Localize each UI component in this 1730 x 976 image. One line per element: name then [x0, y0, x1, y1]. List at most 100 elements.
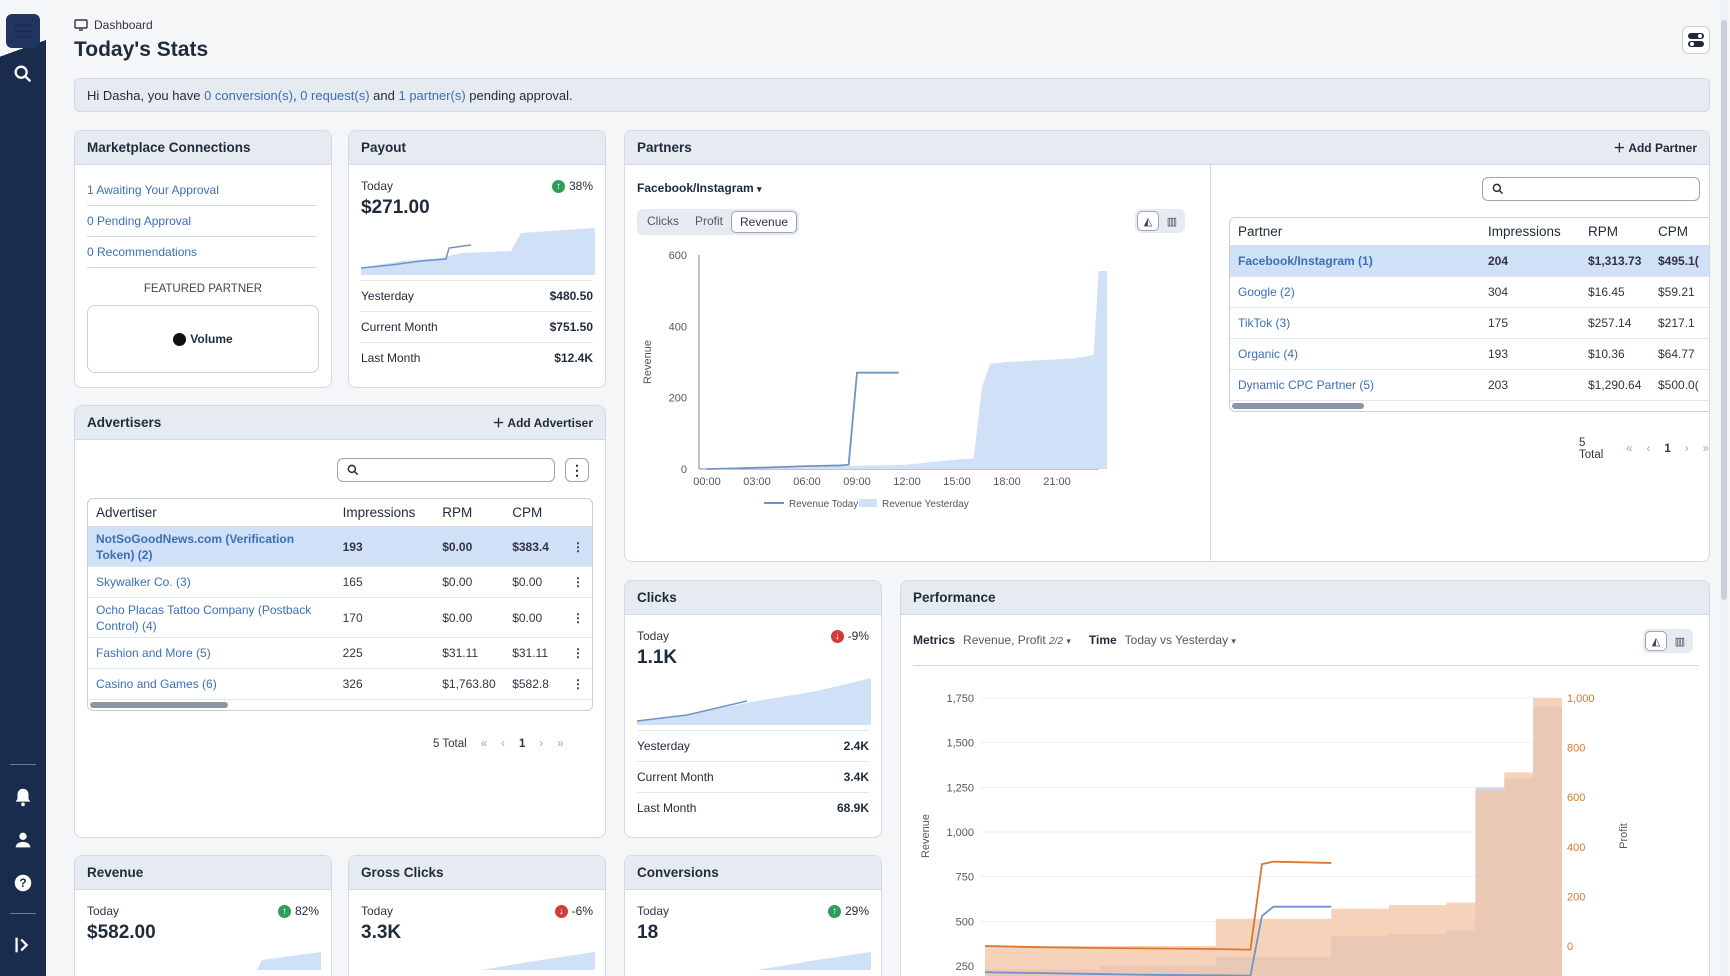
column-header[interactable]: CPM: [504, 499, 564, 527]
bell-icon: [15, 788, 31, 807]
scroll-thumb[interactable]: [1721, 20, 1727, 600]
metrics-dropdown[interactable]: Revenue, Profit 2/2 ▾: [963, 633, 1071, 647]
trend-badge: ↓ -6%: [554, 904, 593, 918]
notifications-button[interactable]: [6, 780, 40, 814]
scroll-thumb[interactable]: [90, 702, 228, 708]
row-menu-button[interactable]: ⋮: [563, 637, 592, 669]
cell-name[interactable]: Organic (4): [1230, 338, 1480, 370]
requests-link[interactable]: 0 request(s): [300, 88, 370, 103]
advertisers-table-body: NotSoGoodNews.com (Verification Token) (…: [88, 526, 592, 700]
cell-cpm: $500.0(: [1650, 369, 1709, 401]
row-menu-button[interactable]: ⋮: [563, 526, 592, 567]
card-title: Partners: [637, 140, 692, 155]
pending-approval-link[interactable]: 0 Pending Approval: [87, 206, 317, 237]
last-page-button[interactable]: »: [1702, 443, 1709, 455]
cell-name[interactable]: Fashion and More (5): [88, 637, 335, 669]
awaiting-approval-link[interactable]: 1 Awaiting Your Approval: [87, 177, 317, 206]
y-axis-label: Revenue: [642, 340, 654, 384]
cell-name[interactable]: TikTok (3): [1230, 307, 1480, 339]
bar-chart-icon[interactable]: ▥: [1674, 635, 1686, 648]
table-row[interactable]: Skywalker Co. (3) 165 $0.00 $0.00 ⋮: [88, 566, 592, 598]
horizontal-scrollbar[interactable]: [88, 700, 592, 710]
next-page-button[interactable]: ›: [539, 738, 544, 750]
recommendations-link[interactable]: 0 Recommendations: [87, 237, 317, 268]
partner-dropdown[interactable]: Facebook/Instagram ▾: [637, 181, 762, 195]
sidebar-divider: [10, 764, 36, 765]
first-page-button[interactable]: «: [1626, 443, 1633, 455]
table-row[interactable]: NotSoGoodNews.com (Verification Token) (…: [88, 526, 592, 567]
cell-name[interactable]: Skywalker Co. (3): [88, 566, 335, 598]
last-page-button[interactable]: »: [557, 738, 564, 750]
advertiser-options-button[interactable]: ⋮: [565, 458, 589, 482]
cell-rpm: $16.45: [1580, 276, 1650, 308]
help-button[interactable]: ?: [6, 866, 40, 900]
y2-axis-label: Profit: [1618, 823, 1630, 849]
bar-chart-icon[interactable]: ▥: [1166, 215, 1178, 228]
cell-name[interactable]: Dynamic CPC Partner (5): [1230, 369, 1480, 401]
next-page-button[interactable]: ›: [1684, 443, 1689, 455]
profile-button[interactable]: [6, 823, 40, 857]
sidebar-search-button[interactable]: [6, 57, 40, 91]
gross-clicks-today-value: 3.3K: [361, 922, 402, 943]
add-partner-button[interactable]: ＋ Add Partner: [1613, 141, 1697, 155]
area-chart-icon[interactable]: ◭: [1137, 211, 1159, 231]
layout-toggle-button[interactable]: [1682, 26, 1710, 54]
column-header[interactable]: Partner: [1230, 218, 1480, 246]
cell-name[interactable]: Ocho Placas Tattoo Company (Postback Con…: [88, 597, 335, 638]
first-page-button[interactable]: «: [480, 738, 488, 750]
cell-name[interactable]: Casino and Games (6): [88, 668, 335, 700]
table-row[interactable]: TikTok (3)175$257.14$217.1⋮: [1230, 307, 1709, 339]
column-header[interactable]: Advertiser: [88, 499, 335, 527]
table-row[interactable]: Organic (4)193$10.36$64.77⋮: [1230, 338, 1709, 370]
expand-sidebar-button[interactable]: [6, 928, 40, 962]
menu-button[interactable]: [6, 14, 40, 48]
column-header[interactable]: Impressions: [334, 499, 435, 527]
column-header[interactable]: Impressions: [1480, 218, 1580, 246]
page-scrollbar[interactable]: [1720, 0, 1728, 976]
breadcrumb-dashboard[interactable]: Dashboard: [94, 18, 153, 32]
tab-profit[interactable]: Profit: [695, 214, 724, 228]
column-header[interactable]: RPM: [434, 499, 505, 527]
prev-page-button[interactable]: ‹: [1646, 443, 1651, 455]
partner-search-input[interactable]: [1482, 177, 1700, 201]
advertiser-search-input[interactable]: [337, 458, 555, 482]
column-header[interactable]: RPM: [1580, 218, 1650, 246]
partners-link[interactable]: 1 partner(s): [398, 88, 466, 103]
conversions-link[interactable]: 0 conversion(s): [204, 88, 293, 103]
sparkline-line-today: [636, 700, 748, 722]
area-chart-icon[interactable]: ◭: [1645, 631, 1667, 651]
current-page[interactable]: 1: [518, 738, 526, 750]
table-row[interactable]: Fashion and More (5) 225 $31.11 $31.11 ⋮: [88, 637, 592, 669]
time-dropdown[interactable]: Today vs Yesterday ▾: [1125, 633, 1236, 647]
sidebar-divider: [10, 913, 36, 914]
cell-cpm: $383.4: [504, 526, 564, 567]
table-row[interactable]: Dynamic CPC Partner (5) 203 $1,290.64 $500.…: [1230, 369, 1709, 401]
column-header[interactable]: CPM: [1650, 218, 1709, 246]
scroll-thumb[interactable]: [1232, 403, 1364, 409]
cell-name[interactable]: Facebook/Instagram (1): [1230, 245, 1480, 277]
total-count: 5 Total: [1579, 437, 1604, 461]
row-menu-button[interactable]: ⋮: [563, 566, 592, 598]
prev-page-button[interactable]: ‹: [501, 738, 505, 750]
tab-revenue[interactable]: Revenue: [731, 211, 798, 233]
table-row[interactable]: Casino and Games (6) 326 $1,763.80 $582.8 ⋮: [88, 668, 592, 700]
horizontal-scrollbar[interactable]: [1230, 401, 1709, 411]
featured-partner-label: FEATURED PARTNER: [143, 283, 263, 295]
table-row[interactable]: Google (2)304$16.45$59.21⋮: [1230, 276, 1709, 308]
payout-sparkline: [360, 228, 595, 275]
row-menu-button[interactable]: ⋮: [563, 668, 592, 700]
current-page[interactable]: 1: [1664, 443, 1671, 455]
cell-name[interactable]: NotSoGoodNews.com (Verification Token) (…: [88, 526, 335, 567]
payout-row: Yesterday $480.50: [361, 280, 593, 311]
add-advertiser-button[interactable]: ＋ Add Advertiser: [492, 416, 593, 430]
table-row[interactable]: Ocho Placas Tattoo Company (Postback Con…: [88, 597, 592, 638]
cell-name[interactable]: Google (2): [1230, 276, 1480, 308]
clicks-today-value: 1.1K: [637, 647, 678, 668]
featured-partner-tile[interactable]: Volume: [87, 305, 319, 373]
cell-rpm: $0.00: [434, 526, 505, 567]
card-title: Marketplace Connections: [87, 140, 251, 155]
tab-clicks[interactable]: Clicks: [647, 214, 679, 228]
row-menu-button[interactable]: ⋮: [563, 597, 592, 638]
table-row[interactable]: Facebook/Instagram (1) 204 $1,313.73 $495.1…: [1230, 245, 1709, 277]
partner-options-button[interactable]: ⋮: [1709, 177, 1710, 201]
